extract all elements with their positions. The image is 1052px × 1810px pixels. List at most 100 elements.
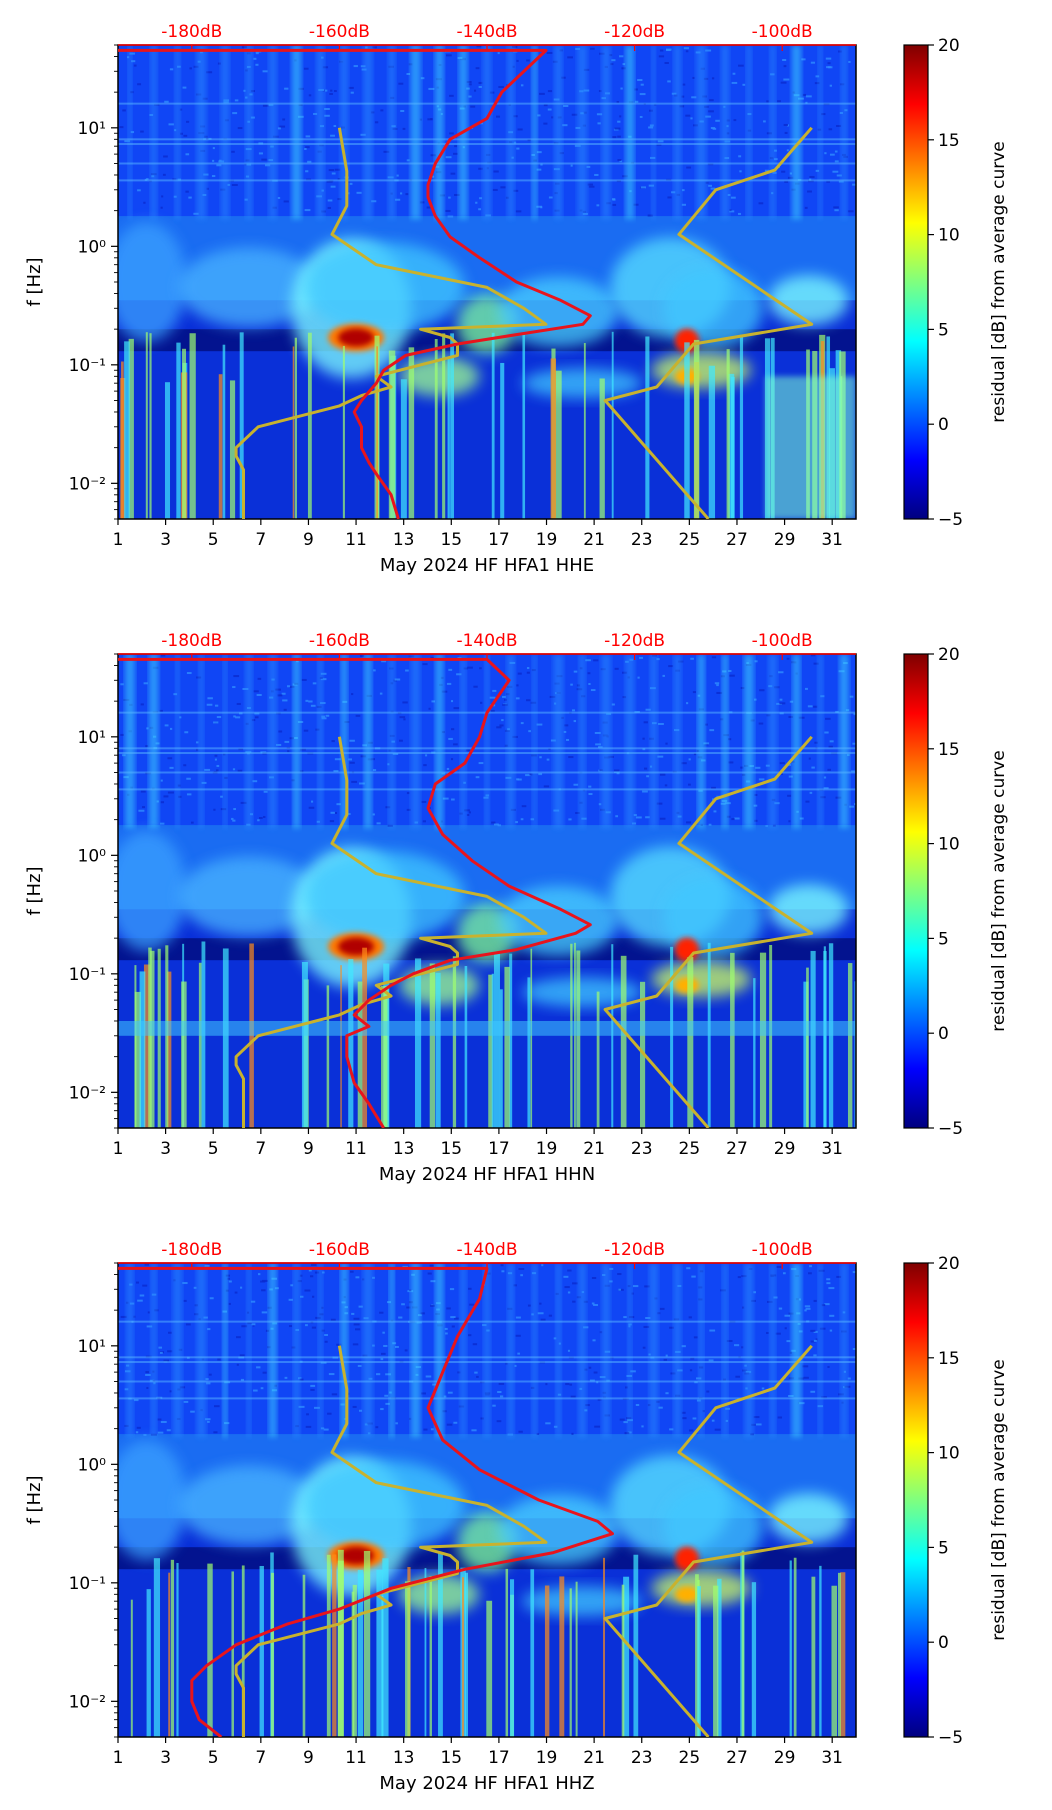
day-stripe bbox=[293, 1263, 300, 1438]
energy-patch bbox=[304, 851, 465, 942]
speckle bbox=[304, 148, 307, 151]
speckle bbox=[306, 1413, 309, 1416]
speckle bbox=[359, 782, 365, 785]
event-stripe bbox=[362, 947, 368, 1128]
speckle bbox=[122, 109, 126, 112]
speckle bbox=[570, 683, 573, 686]
speckle bbox=[201, 781, 207, 784]
speckle bbox=[647, 214, 653, 217]
day-stripe bbox=[246, 1263, 252, 1438]
speckle bbox=[381, 660, 387, 663]
speckle bbox=[214, 754, 218, 757]
speckle bbox=[385, 806, 391, 809]
speckle bbox=[667, 80, 671, 83]
speckle bbox=[262, 1371, 267, 1374]
event-stripe bbox=[491, 973, 494, 1128]
event-stripe bbox=[182, 348, 187, 519]
y-tick-label: 10⁻¹ bbox=[69, 965, 106, 985]
colorbar-tick-label: −5 bbox=[938, 1728, 963, 1748]
event-stripe bbox=[134, 991, 142, 1128]
psd-curve bbox=[118, 1266, 614, 1737]
speckle bbox=[829, 740, 834, 743]
speckle bbox=[451, 728, 455, 731]
event-stripe bbox=[326, 1554, 331, 1737]
speckle bbox=[312, 1295, 315, 1298]
speckle bbox=[536, 205, 543, 208]
speckle bbox=[814, 82, 820, 85]
speckle bbox=[408, 63, 413, 66]
speckle bbox=[790, 760, 795, 763]
speckle bbox=[331, 1393, 338, 1396]
speckle bbox=[430, 118, 433, 121]
speckle bbox=[753, 1416, 760, 1419]
speckle bbox=[406, 159, 410, 162]
event-stripe bbox=[695, 1574, 699, 1737]
speckle bbox=[447, 1391, 453, 1394]
speckle bbox=[160, 654, 166, 657]
lowfreq-band bbox=[118, 1020, 856, 1036]
speckle bbox=[707, 110, 714, 113]
speckle bbox=[587, 672, 591, 675]
speckle bbox=[709, 1329, 716, 1332]
day-stripe bbox=[292, 654, 301, 829]
speckle bbox=[474, 1371, 478, 1374]
speckle bbox=[402, 127, 406, 130]
x-tick-label: 9 bbox=[303, 530, 314, 550]
speckle bbox=[178, 795, 182, 798]
speckle bbox=[404, 1349, 408, 1352]
x-tick-label: 15 bbox=[440, 1748, 462, 1768]
event-stripe bbox=[621, 1584, 625, 1737]
speckle bbox=[613, 769, 620, 772]
day-stripe bbox=[506, 654, 515, 829]
speckle bbox=[305, 135, 311, 138]
speckle bbox=[446, 54, 452, 57]
speckle bbox=[821, 113, 826, 116]
speckle bbox=[780, 773, 784, 776]
speckle bbox=[720, 718, 724, 721]
speckle bbox=[546, 758, 550, 761]
speckle bbox=[848, 60, 851, 63]
speckle bbox=[690, 117, 693, 120]
speckle bbox=[233, 675, 240, 678]
event-stripe bbox=[438, 1553, 443, 1737]
speckle bbox=[372, 1276, 375, 1279]
speckle bbox=[446, 767, 450, 770]
top-tick-label: -120dB bbox=[604, 631, 665, 651]
event-stripe bbox=[145, 332, 148, 519]
speckle bbox=[561, 76, 566, 79]
speckle bbox=[398, 82, 404, 85]
speckle bbox=[520, 1274, 523, 1277]
speckle bbox=[644, 767, 648, 770]
speckle bbox=[610, 63, 614, 66]
speckle bbox=[617, 159, 622, 162]
freq-line bbox=[118, 752, 856, 755]
speckle bbox=[164, 100, 169, 103]
event-stripe bbox=[488, 974, 493, 1128]
speckle bbox=[370, 111, 375, 114]
speckle bbox=[373, 669, 376, 672]
event-stripe bbox=[576, 950, 581, 1128]
event-stripe bbox=[357, 1569, 364, 1737]
speckle bbox=[253, 690, 259, 693]
day-stripe bbox=[696, 45, 707, 220]
speckle bbox=[801, 58, 806, 61]
x-axis: 1 3 5 7 9 11 13 15 17 19 21 23 25 27 29 31 bbox=[113, 1737, 843, 1768]
top-tick-label: -180dB bbox=[161, 1240, 222, 1260]
event-stripe bbox=[130, 1599, 133, 1737]
event-stripe bbox=[633, 1554, 639, 1737]
x-tick-label: 21 bbox=[583, 1748, 605, 1768]
speckle bbox=[173, 693, 178, 696]
speckle bbox=[279, 125, 286, 128]
speckle bbox=[236, 702, 241, 705]
hotspot-core bbox=[338, 937, 375, 956]
lowfreq-noise bbox=[765, 376, 856, 519]
speckle bbox=[180, 132, 183, 135]
speckle bbox=[236, 1336, 241, 1339]
speckle bbox=[427, 1272, 432, 1275]
day-stripe bbox=[817, 654, 823, 829]
x-tick-label: 9 bbox=[303, 1139, 314, 1159]
x-tick-label: 29 bbox=[774, 1139, 796, 1159]
day-stripe bbox=[746, 45, 752, 220]
speckle bbox=[597, 122, 601, 125]
speckle bbox=[543, 785, 550, 788]
